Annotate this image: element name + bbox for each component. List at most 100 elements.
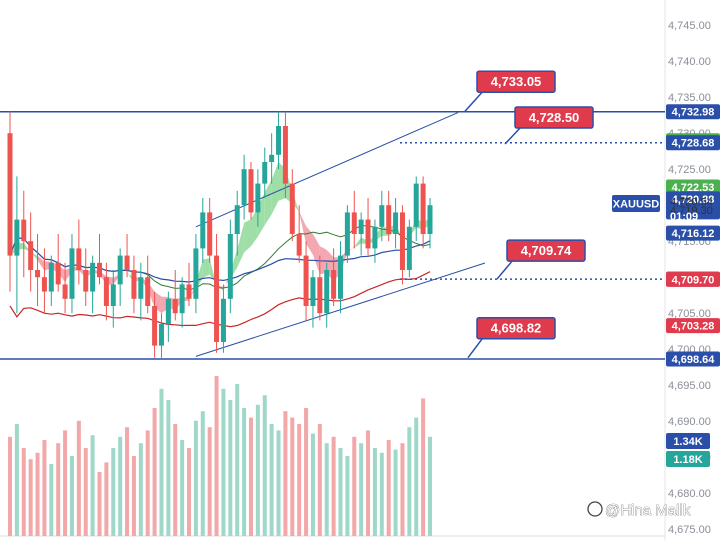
- candle-body: [262, 162, 268, 184]
- candle-body: [220, 298, 226, 342]
- volume-bar: [242, 408, 247, 536]
- volume-bar: [400, 443, 405, 536]
- ribbon-segment: [37, 255, 45, 271]
- watermark-logo-icon: [587, 501, 603, 517]
- candle-body: [48, 262, 54, 292]
- candle-body: [276, 126, 282, 155]
- y-tick-label: 4,740.00: [668, 56, 711, 68]
- candle-body: [413, 183, 419, 227]
- candle-body: [248, 169, 254, 213]
- volume-bar: [166, 400, 171, 536]
- y-tick-label: 4,705.00: [668, 308, 711, 320]
- volume-bar: [125, 427, 130, 536]
- volume-badge: [666, 433, 710, 449]
- candle-body: [103, 277, 109, 306]
- callout-pointer: [504, 126, 522, 145]
- y-tick-label: 4,695.00: [668, 380, 711, 392]
- candle-body: [393, 212, 399, 234]
- volume-bar: [393, 449, 398, 536]
- candle-body: [269, 154, 275, 162]
- volume-bar: [35, 452, 40, 536]
- price-badge: [666, 225, 720, 241]
- candle-body: [234, 205, 240, 234]
- candle-body: [241, 169, 247, 206]
- price-badge-label: 4,716.12: [672, 228, 715, 240]
- y-tick-label: 4,725.00: [668, 164, 711, 176]
- volume-bar: [235, 384, 240, 536]
- volume-bar: [359, 443, 364, 536]
- volume-bar: [276, 430, 281, 536]
- ribbon-segment: [312, 233, 320, 275]
- price-badge: [666, 351, 720, 367]
- candle-body: [14, 219, 20, 256]
- candle-body: [97, 262, 103, 278]
- volume-bar: [352, 436, 357, 536]
- price-callout-box: [476, 316, 556, 340]
- price-badge-label: 4,709.70: [672, 274, 715, 286]
- price-badge: [666, 179, 720, 195]
- candle-body: [35, 270, 41, 278]
- volume-badge-label: 1.18K: [673, 454, 702, 466]
- candle-body: [310, 277, 316, 306]
- volume-bar: [228, 400, 233, 536]
- volume-bar: [21, 448, 26, 536]
- candle-body: [255, 183, 261, 213]
- candle-body: [317, 277, 323, 314]
- volume-bar: [324, 443, 329, 536]
- volume-bar: [152, 408, 157, 536]
- y-tick-label: 4,675.00: [668, 524, 711, 536]
- ribbon-segment: [30, 251, 38, 261]
- candle-body: [186, 284, 192, 299]
- price-callout-label: 4,728.50: [529, 110, 580, 125]
- callout-pointer: [496, 259, 514, 280]
- price-badge: [666, 318, 720, 334]
- candle-body: [406, 226, 412, 270]
- candle-body: [7, 133, 13, 256]
- ribbon-segment: [237, 222, 245, 268]
- volume-bar: [83, 448, 88, 536]
- volume-bar: [366, 430, 371, 536]
- volume-bar: [262, 395, 267, 536]
- candle-body: [179, 284, 185, 314]
- ribbon-segment: [354, 237, 362, 248]
- candle-body: [110, 284, 116, 306]
- price-callout-box: [514, 106, 594, 129]
- volume-bar: [304, 408, 309, 536]
- price-badge-label: 4,703.28: [672, 321, 715, 333]
- volume-bar: [42, 440, 47, 536]
- volume-bar: [207, 427, 212, 536]
- candle-body: [296, 234, 302, 256]
- y-tick-label: 4,735.00: [668, 92, 711, 104]
- candle-body: [351, 212, 357, 234]
- candle-body: [420, 183, 426, 234]
- volume-bar: [345, 456, 350, 536]
- volume-bar: [104, 462, 109, 536]
- price-axis-label: 4,719.30: [670, 205, 713, 217]
- volume-bar: [283, 411, 288, 536]
- candle-body: [124, 255, 130, 270]
- ribbon-segment: [271, 161, 279, 215]
- symbol-label: XAUUSD: [613, 199, 660, 211]
- volume-bar: [221, 388, 226, 536]
- candle-body: [138, 277, 144, 299]
- candle-body: [90, 262, 96, 292]
- volume-bar: [28, 459, 33, 536]
- volume-bar: [76, 420, 81, 536]
- price-callout-box: [476, 70, 556, 93]
- price-callout-box: [506, 239, 586, 262]
- candle-body: [372, 226, 378, 249]
- price-callout-label: 4,733.05: [491, 74, 542, 89]
- candle-body: [117, 255, 123, 285]
- volume-bar: [97, 472, 102, 536]
- volume-bar: [159, 388, 164, 536]
- callout-pointer: [467, 337, 484, 359]
- watermark-text: @Hina Malik: [605, 502, 691, 519]
- ribbon-segment: [202, 258, 210, 278]
- volume-bar: [200, 411, 205, 536]
- price-badge-label: 4,732.98: [672, 107, 715, 119]
- candle-body: [55, 262, 61, 285]
- candle-body: [207, 212, 213, 256]
- candle-body: [365, 219, 371, 249]
- ribbon-segment: [244, 219, 251, 253]
